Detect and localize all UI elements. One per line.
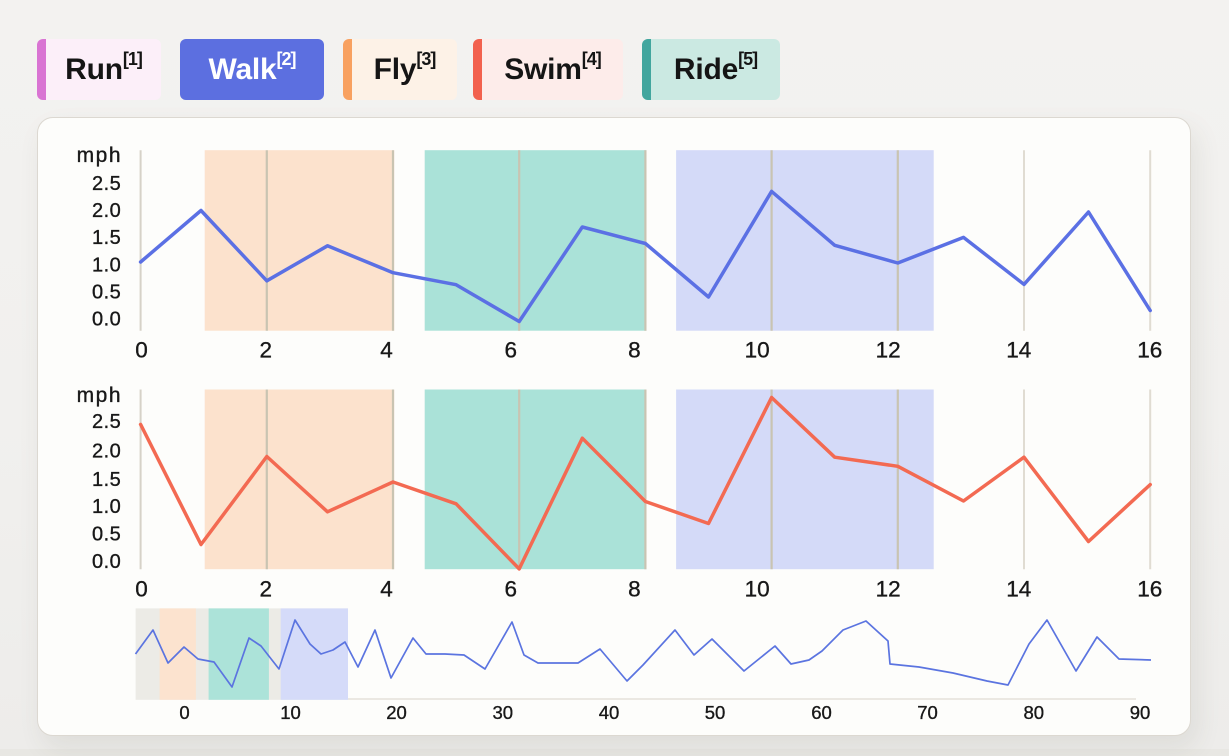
svg-text:10: 10 bbox=[280, 702, 301, 723]
svg-text:2.0: 2.0 bbox=[92, 200, 121, 222]
svg-text:4: 4 bbox=[380, 338, 393, 363]
svg-text:10: 10 bbox=[745, 338, 770, 363]
svg-text:0: 0 bbox=[179, 702, 189, 723]
svg-text:mph: mph bbox=[77, 144, 122, 167]
svg-text:10: 10 bbox=[745, 576, 770, 601]
svg-text:0.0: 0.0 bbox=[92, 551, 121, 573]
svg-text:8: 8 bbox=[628, 338, 641, 363]
svg-text:6: 6 bbox=[505, 576, 518, 601]
svg-text:14: 14 bbox=[1006, 338, 1031, 363]
svg-text:0: 0 bbox=[135, 576, 148, 601]
svg-text:16: 16 bbox=[1137, 576, 1162, 601]
svg-text:80: 80 bbox=[1024, 702, 1045, 723]
svg-text:90: 90 bbox=[1130, 702, 1151, 723]
svg-text:4: 4 bbox=[380, 576, 393, 601]
svg-text:1.5: 1.5 bbox=[92, 227, 121, 249]
svg-text:2.5: 2.5 bbox=[92, 411, 121, 433]
svg-text:20: 20 bbox=[386, 702, 407, 723]
svg-text:70: 70 bbox=[917, 702, 938, 723]
svg-text:mph: mph bbox=[77, 384, 122, 407]
svg-text:2.5: 2.5 bbox=[92, 173, 121, 195]
svg-text:6: 6 bbox=[505, 338, 518, 363]
svg-text:0.5: 0.5 bbox=[92, 524, 121, 546]
svg-text:16: 16 bbox=[1137, 338, 1162, 363]
svg-text:1.0: 1.0 bbox=[92, 254, 121, 276]
svg-text:0: 0 bbox=[135, 338, 148, 363]
svg-text:60: 60 bbox=[811, 702, 832, 723]
svg-text:1.0: 1.0 bbox=[92, 496, 121, 518]
svg-text:0.0: 0.0 bbox=[92, 309, 121, 331]
svg-text:1.5: 1.5 bbox=[92, 469, 121, 491]
svg-text:12: 12 bbox=[876, 576, 901, 601]
svg-text:2: 2 bbox=[259, 338, 272, 363]
svg-text:30: 30 bbox=[493, 702, 514, 723]
svg-text:8: 8 bbox=[628, 576, 641, 601]
svg-text:50: 50 bbox=[705, 702, 726, 723]
svg-text:2.0: 2.0 bbox=[92, 440, 121, 462]
svg-text:0.5: 0.5 bbox=[92, 282, 121, 304]
svg-text:14: 14 bbox=[1006, 576, 1031, 601]
svg-text:40: 40 bbox=[599, 702, 620, 723]
svg-text:12: 12 bbox=[876, 338, 901, 363]
svg-text:2: 2 bbox=[259, 576, 272, 601]
